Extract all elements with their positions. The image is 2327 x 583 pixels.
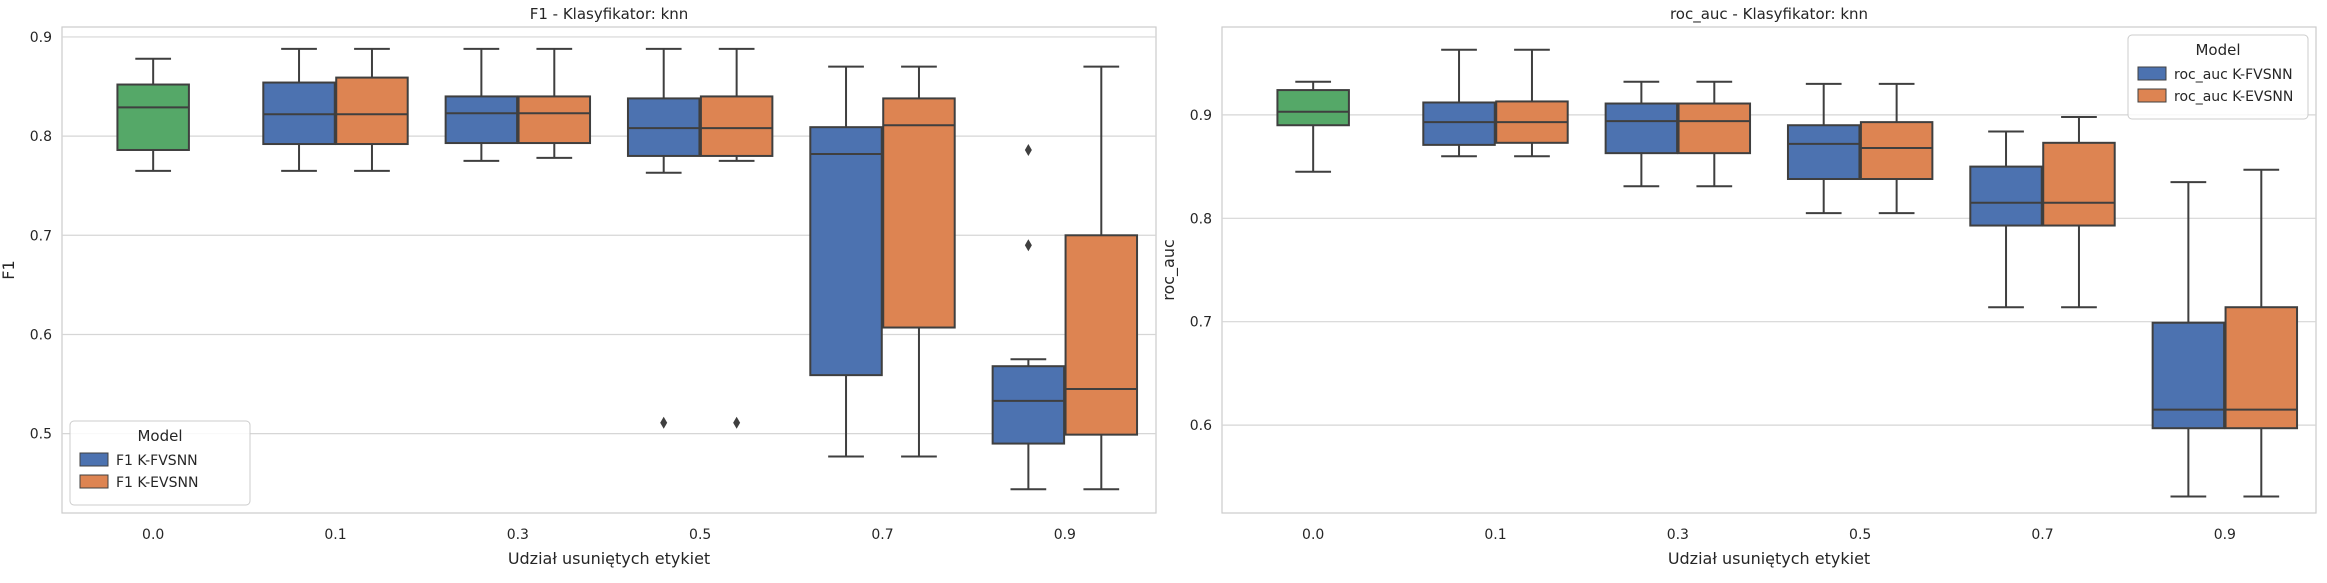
iqr-box	[1276, 89, 1350, 127]
outlier-point	[660, 416, 668, 429]
y-tick-label: 0.7	[30, 228, 52, 244]
f1-legend-label-fvsnn: F1 K-FVSNN	[116, 453, 198, 469]
iqr-box	[1969, 165, 2043, 227]
f1-legend-frame	[69, 420, 251, 506]
x-tick-label: 0.5	[689, 527, 711, 543]
iqr-box	[1677, 102, 1752, 155]
f1-legend-swatch-evsnn	[79, 474, 109, 489]
f1-legend-swatch-fvsnn	[79, 452, 109, 467]
iqr-box	[1064, 234, 1139, 436]
x-tick-label: 0.3	[1667, 527, 1689, 543]
y-tick-label: 0.9	[30, 30, 52, 46]
iqr-box	[2224, 306, 2299, 430]
roc-auc-legend-frame	[2127, 34, 2309, 120]
x-tick-label: 0.1	[1484, 527, 1506, 543]
roc-auc-box-0.9-evsnn	[2224, 168, 2299, 498]
f1-legend: Model F1 K-FVSNN F1 K-EVSNN	[69, 420, 251, 506]
f1-legend-label-evsnn: F1 K-EVSNN	[116, 475, 198, 491]
x-tick-label: 0.3	[507, 527, 529, 543]
roc-auc-box-0.5-fvsnn	[1786, 82, 1861, 215]
iqr-box	[991, 365, 1066, 445]
x-tick-label: 0.7	[871, 527, 893, 543]
iqr-box	[1422, 101, 1496, 146]
f1-box-0.1-fvsnn	[262, 47, 336, 172]
f1-box-0.3-fvsnn	[444, 47, 519, 162]
x-tick-label: 0.7	[2031, 527, 2053, 543]
f1-legend-title: Model	[137, 427, 182, 445]
roc-auc-y-axis-label: roc_auc	[1159, 239, 1179, 301]
f1-box-0.3-evsnn	[517, 47, 592, 159]
iqr-box	[1859, 121, 1934, 181]
roc-auc-x-axis-label: Udział usuniętych etykiet	[1668, 549, 1870, 568]
f1-x-axis-label: Udział usuniętych etykiet	[508, 549, 710, 568]
x-tick-label: 0.0	[1302, 527, 1324, 543]
roc-auc-boxes	[1276, 48, 2299, 498]
iqr-box	[335, 76, 409, 146]
iqr-box	[1604, 102, 1679, 155]
f1-boxes	[116, 47, 1139, 491]
f1-box-0.9-evsnn	[1064, 65, 1139, 491]
roc-auc-legend-label-evsnn: roc_auc K-EVSNN	[2174, 89, 2293, 105]
roc-auc-box-0.1-evsnn	[1495, 48, 1569, 158]
f1-chart-title: F1 - Klasyfikator: knn	[530, 5, 689, 23]
roc-auc-chart-title: roc_auc - Klasyfikator: knn	[1670, 5, 1868, 24]
y-tick-label: 0.6	[1190, 418, 1212, 434]
roc-auc-legend: Model roc_auc K-FVSNN roc_auc K-EVSNN	[2127, 34, 2309, 120]
f1-y-axis-label: F1	[0, 260, 18, 279]
roc-auc-boxplot-panel: 0.6 0.7 0.8 0.9 0.0 0.1 0.3 0.5 0.7 0.9 roc_auc -…	[1159, 5, 2317, 568]
f1-box-0.5-fvsnn	[626, 47, 701, 429]
roc-auc-box-0.3-evsnn	[1677, 80, 1752, 188]
roc-auc-box-0.7-evsnn	[2042, 115, 2116, 309]
outlier-point	[1024, 143, 1032, 156]
f1-box-0.7-fvsnn	[809, 65, 883, 458]
outlier-point	[733, 416, 741, 429]
x-tick-label: 0.9	[1054, 527, 1076, 543]
iqr-box	[2151, 321, 2226, 430]
roc-auc-legend-swatch-evsnn	[2137, 88, 2167, 103]
iqr-box	[444, 95, 519, 145]
roc-auc-box-0.5-evsnn	[1859, 82, 1934, 215]
y-tick-label: 0.8	[1190, 211, 1212, 227]
iqr-box	[2042, 141, 2116, 227]
x-tick-label: 0.9	[2214, 527, 2236, 543]
f1-box-0.7-evsnn	[882, 65, 956, 458]
iqr-box	[809, 126, 883, 377]
roc-auc-box-0.9-fvsnn	[2151, 181, 2226, 498]
f1-boxplot-panel: 0.5 0.6 0.7 0.8 0.9 0.0 0.1 0.3 0.5 0.7 0.9 F1 - K…	[0, 5, 1157, 568]
y-tick-label: 0.6	[30, 327, 52, 343]
iqr-box	[116, 83, 190, 151]
roc-auc-box-0.7-fvsnn	[1969, 130, 2043, 309]
f1-axis-ticks: 0.5 0.6 0.7 0.8 0.9 0.0 0.1 0.3 0.5 0.7 0.9	[30, 30, 1076, 543]
y-tick-label: 0.5	[30, 427, 52, 443]
roc-auc-box-0.1-fvsnn	[1422, 48, 1496, 158]
f1-box-0.1-evsnn	[335, 47, 409, 172]
x-tick-label: 0.5	[1849, 527, 1871, 543]
roc-auc-legend-title: Model	[2195, 41, 2240, 59]
f1-box-0.9-fvsnn	[991, 143, 1066, 491]
x-tick-label: 0.0	[142, 527, 164, 543]
iqr-box	[1786, 124, 1861, 181]
x-tick-label: 0.1	[324, 527, 346, 543]
iqr-box	[517, 95, 592, 145]
outlier-point	[1024, 239, 1032, 252]
iqr-box	[882, 97, 956, 329]
roc-auc-axis-ticks: 0.6 0.7 0.8 0.9 0.0 0.1 0.3 0.5 0.7 0.9	[1190, 108, 2236, 543]
roc-auc-legend-swatch-fvsnn	[2137, 66, 2167, 81]
y-tick-label: 0.9	[1190, 108, 1212, 124]
f1-box-0.5-evsnn	[699, 47, 774, 429]
y-tick-label: 0.8	[30, 129, 52, 145]
roc-auc-legend-label-fvsnn: roc_auc K-FVSNN	[2174, 67, 2293, 83]
f1-box-0.0-fvsnn	[116, 57, 190, 172]
y-tick-label: 0.7	[1190, 315, 1212, 331]
roc-auc-box-0.0-fvsnn	[1276, 80, 1350, 173]
roc-auc-box-0.3-fvsnn	[1604, 80, 1679, 188]
iqr-box	[699, 95, 774, 157]
